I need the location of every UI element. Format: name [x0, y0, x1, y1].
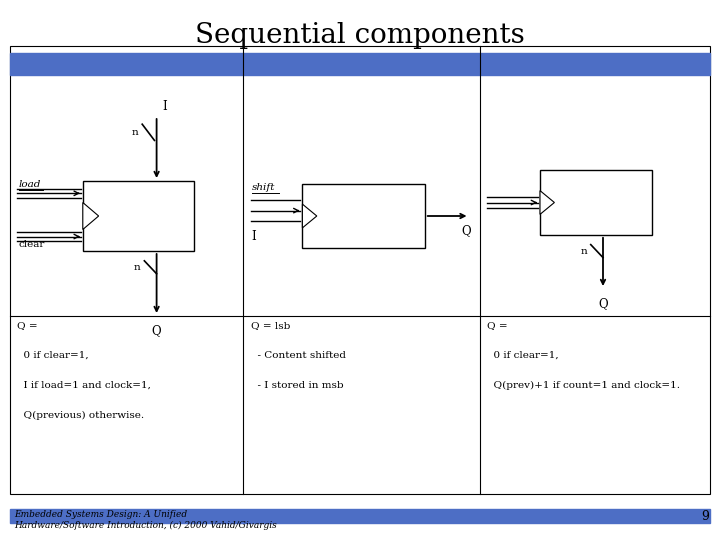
Text: Q =: Q = — [487, 321, 508, 330]
Text: n: n — [134, 263, 141, 272]
Bar — [10, 53, 710, 75]
Text: Shift register: Shift register — [333, 221, 408, 231]
Text: - I stored in msb: - I stored in msb — [251, 381, 343, 390]
Text: Q: Q — [598, 297, 608, 310]
Text: n-bit: n-bit — [358, 199, 384, 209]
Bar — [10, 509, 710, 523]
Text: Q(previous) otherwise.: Q(previous) otherwise. — [17, 410, 145, 420]
Text: - Content shifted: - Content shifted — [251, 351, 346, 360]
Text: n: n — [580, 247, 588, 255]
Text: Embedded Systems Design: A Unified
Hardware/Software Introduction, (c) 2000 Vahi: Embedded Systems Design: A Unified Hardw… — [14, 510, 277, 530]
Text: Q: Q — [461, 224, 471, 237]
Bar — [83, 181, 194, 251]
Text: n-bit: n-bit — [132, 198, 159, 207]
Text: load: load — [19, 180, 41, 189]
Text: I if load=1 and clock=1,: I if load=1 and clock=1, — [17, 381, 151, 390]
Text: I: I — [252, 230, 256, 242]
Bar — [302, 184, 425, 248]
Text: n-bit: n-bit — [586, 186, 613, 195]
Text: Register: Register — [122, 222, 169, 232]
Text: 0 if clear=1,: 0 if clear=1, — [17, 351, 89, 360]
Text: 9: 9 — [701, 510, 709, 523]
Text: 0 if clear=1,: 0 if clear=1, — [487, 351, 559, 360]
Text: clear: clear — [19, 240, 45, 248]
Polygon shape — [540, 191, 554, 214]
Text: Counter: Counter — [577, 207, 622, 217]
Text: Q: Q — [152, 324, 161, 337]
Bar — [540, 170, 652, 235]
Text: I: I — [163, 100, 167, 113]
Text: Q(prev)+1 if count=1 and clock=1.: Q(prev)+1 if count=1 and clock=1. — [487, 381, 680, 390]
Text: Q =: Q = — [17, 321, 38, 330]
Text: Q = lsb: Q = lsb — [251, 321, 290, 330]
Bar — [10, 46, 710, 494]
Polygon shape — [83, 202, 99, 230]
Polygon shape — [302, 204, 317, 228]
Text: Sequential components: Sequential components — [195, 22, 525, 49]
Text: n: n — [132, 128, 138, 137]
Text: shift: shift — [252, 184, 275, 192]
